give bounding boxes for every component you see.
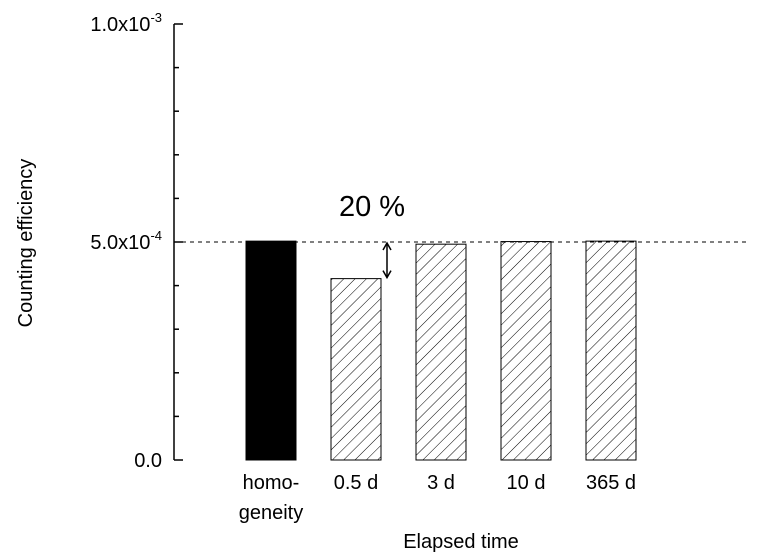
x-tick-label-4: 365 d	[586, 472, 636, 494]
y-axis: 0.0 5.0x10-4 1.0x10-3	[90, 10, 183, 472]
x-tick-label-0-line-1: geneity	[239, 502, 304, 524]
x-tick-labels: homo-geneity 0.5 d 3 d 10 d 365 d	[239, 472, 636, 524]
y-tick-label-2: 1.0x10-3	[90, 10, 162, 36]
y-tick-label-0: 0.0	[134, 450, 162, 472]
annotation-arrow-head-up	[382, 241, 392, 251]
bar-2	[415, 243, 467, 461]
annotation-label: 20 %	[339, 191, 405, 223]
x-tick-label-1: 0.5 d	[334, 472, 378, 494]
bar-4	[585, 240, 637, 461]
y-tick-label-1: 5.0x10-4	[90, 228, 162, 254]
y-axis-title: Counting efficiency	[15, 159, 37, 328]
x-tick-label-3: 10 d	[507, 472, 546, 494]
annotation-layer: 20 %	[339, 191, 405, 280]
x-tick-label-0-line-0: homo-	[243, 472, 300, 494]
bars-layer	[245, 240, 637, 461]
x-tick-label-2: 3 d	[427, 472, 455, 494]
bar-0	[245, 240, 297, 461]
x-axis-title: Elapsed time	[403, 531, 519, 553]
bar-3	[500, 241, 552, 461]
annotation-arrow-head-down	[382, 270, 392, 280]
bar-1	[330, 278, 382, 461]
